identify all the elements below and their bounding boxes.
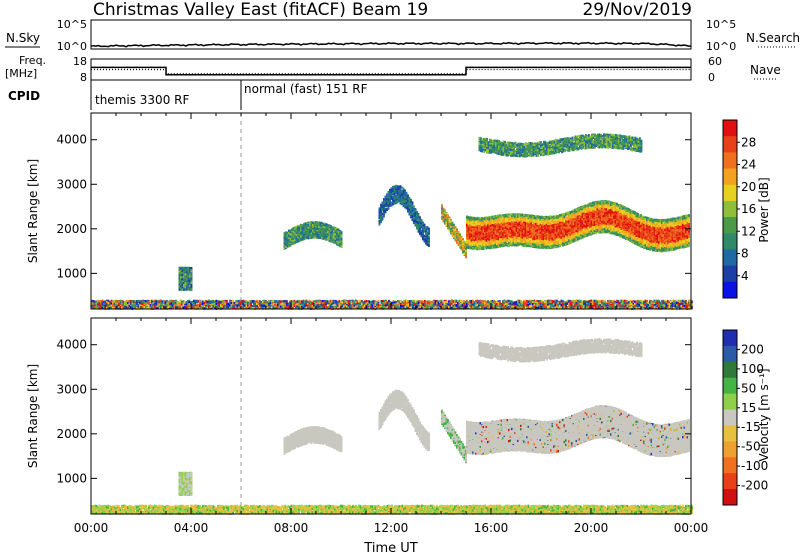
freq-axis-top: 18	[73, 55, 87, 68]
nsky-panel: N.Sky 10^5 10^0 10^5 10^0 N.Search	[5, 18, 800, 53]
nsky-axis-top: 10^5	[57, 18, 87, 31]
freq-label-2: [MHz]	[5, 67, 37, 80]
nave-label: Nave	[750, 63, 781, 77]
nsky-axis-bottom: 10^0	[57, 40, 87, 53]
nave-series-line	[91, 70, 691, 74]
power-scatter-cells	[91, 133, 693, 310]
station-title: Christmas Valley East (fitACF)	[93, 0, 346, 20]
cpid-row: CPID themis 3300 RF normal (fast) 151 RF	[8, 80, 368, 110]
nsky-series-line	[91, 43, 691, 47]
nsearch-axis-bottom: 10^0	[706, 40, 736, 53]
freq-series-line	[91, 67, 691, 74]
freq-panel: Freq. [MHz] 18 8 60 0 Nave	[5, 54, 781, 84]
nsky-label: N.Sky	[6, 31, 40, 45]
nsearch-axis-top: 10^5	[706, 18, 736, 31]
freq-axis-bottom: 8	[80, 71, 87, 84]
nave-axis-top: 60	[708, 55, 722, 68]
nsearch-label: N.Search	[746, 31, 800, 45]
freq-label-1: Freq.	[19, 54, 46, 67]
cpid-program-2: normal (fast) 151 RF	[244, 82, 368, 96]
cpid-program-1: themis 3300 RF	[95, 93, 189, 107]
nave-axis-bottom: 0	[708, 71, 715, 84]
date-title: 29/Nov/2019	[582, 0, 692, 20]
beam-title: Beam 19	[352, 0, 428, 20]
cpid-label: CPID	[8, 89, 40, 103]
